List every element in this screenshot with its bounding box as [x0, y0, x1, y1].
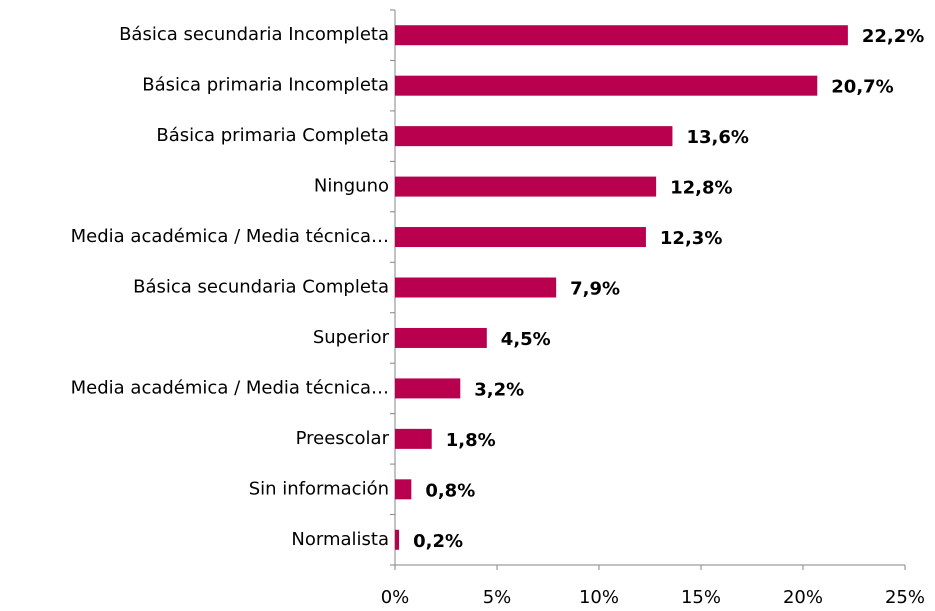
bar [395, 378, 461, 399]
category-label: Básica primaria Completa [156, 125, 389, 146]
bar [395, 428, 432, 449]
value-label: 13,6% [686, 127, 748, 148]
value-label: 12,8% [670, 178, 732, 199]
value-label: 1,8% [446, 430, 496, 451]
value-label: 20,7% [831, 77, 893, 98]
bar [395, 529, 400, 550]
x-tick-label: 15% [681, 587, 721, 608]
value-label: 0,2% [413, 531, 463, 552]
category-label: Superior [313, 327, 390, 348]
bar [395, 327, 487, 348]
bar [395, 25, 848, 46]
bar [395, 479, 412, 500]
value-label: 7,9% [570, 279, 620, 300]
category-label: Básica secundaria Completa [133, 277, 389, 298]
category-label: Básica secundaria Incompleta [119, 24, 389, 45]
x-tick-label: 0% [381, 587, 410, 608]
x-tick-label: 20% [783, 587, 823, 608]
category-label: Básica primaria Incompleta [142, 75, 389, 96]
x-tick-label: 5% [483, 587, 512, 608]
bar [395, 75, 818, 96]
category-label: Sin información [249, 478, 389, 499]
x-tick-label: 25% [885, 587, 925, 608]
category-label: Preescolar [296, 428, 390, 449]
x-tick-label: 10% [579, 587, 619, 608]
category-label: Media académica / Media técnica… [71, 226, 389, 247]
value-label: 3,2% [474, 379, 524, 400]
value-label: 12,3% [660, 228, 722, 249]
category-label: Media académica / Media técnica… [71, 377, 389, 398]
value-label: 22,2% [862, 26, 924, 47]
bar [395, 126, 673, 147]
category-label: Ninguno [314, 176, 389, 197]
value-label: 4,5% [501, 329, 551, 350]
bar [395, 176, 657, 197]
category-label: Normalista [291, 529, 389, 550]
value-label: 0,8% [425, 480, 475, 501]
bar [395, 277, 557, 298]
bar [395, 227, 646, 248]
